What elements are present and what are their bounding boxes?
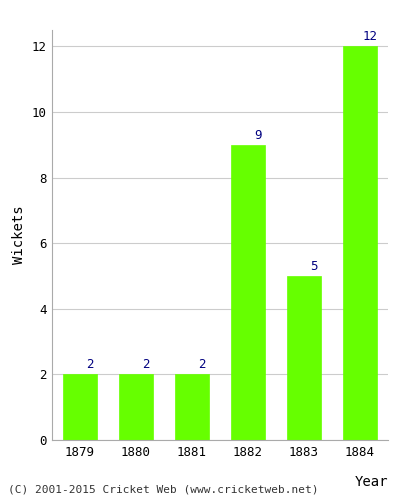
Bar [231,145,265,440]
Text: 2: 2 [142,358,150,371]
Text: 12: 12 [362,30,378,43]
Bar [119,374,153,440]
Bar [63,374,97,440]
Text: 2: 2 [86,358,94,371]
Text: 5: 5 [310,260,318,272]
Bar [287,276,321,440]
Text: Year: Year [354,475,388,489]
Bar [343,46,377,440]
Y-axis label: Wickets: Wickets [12,206,26,264]
Text: 2: 2 [198,358,206,371]
Bar [175,374,209,440]
Text: (C) 2001-2015 Cricket Web (www.cricketweb.net): (C) 2001-2015 Cricket Web (www.cricketwe… [8,485,318,495]
Text: 9: 9 [254,128,262,141]
